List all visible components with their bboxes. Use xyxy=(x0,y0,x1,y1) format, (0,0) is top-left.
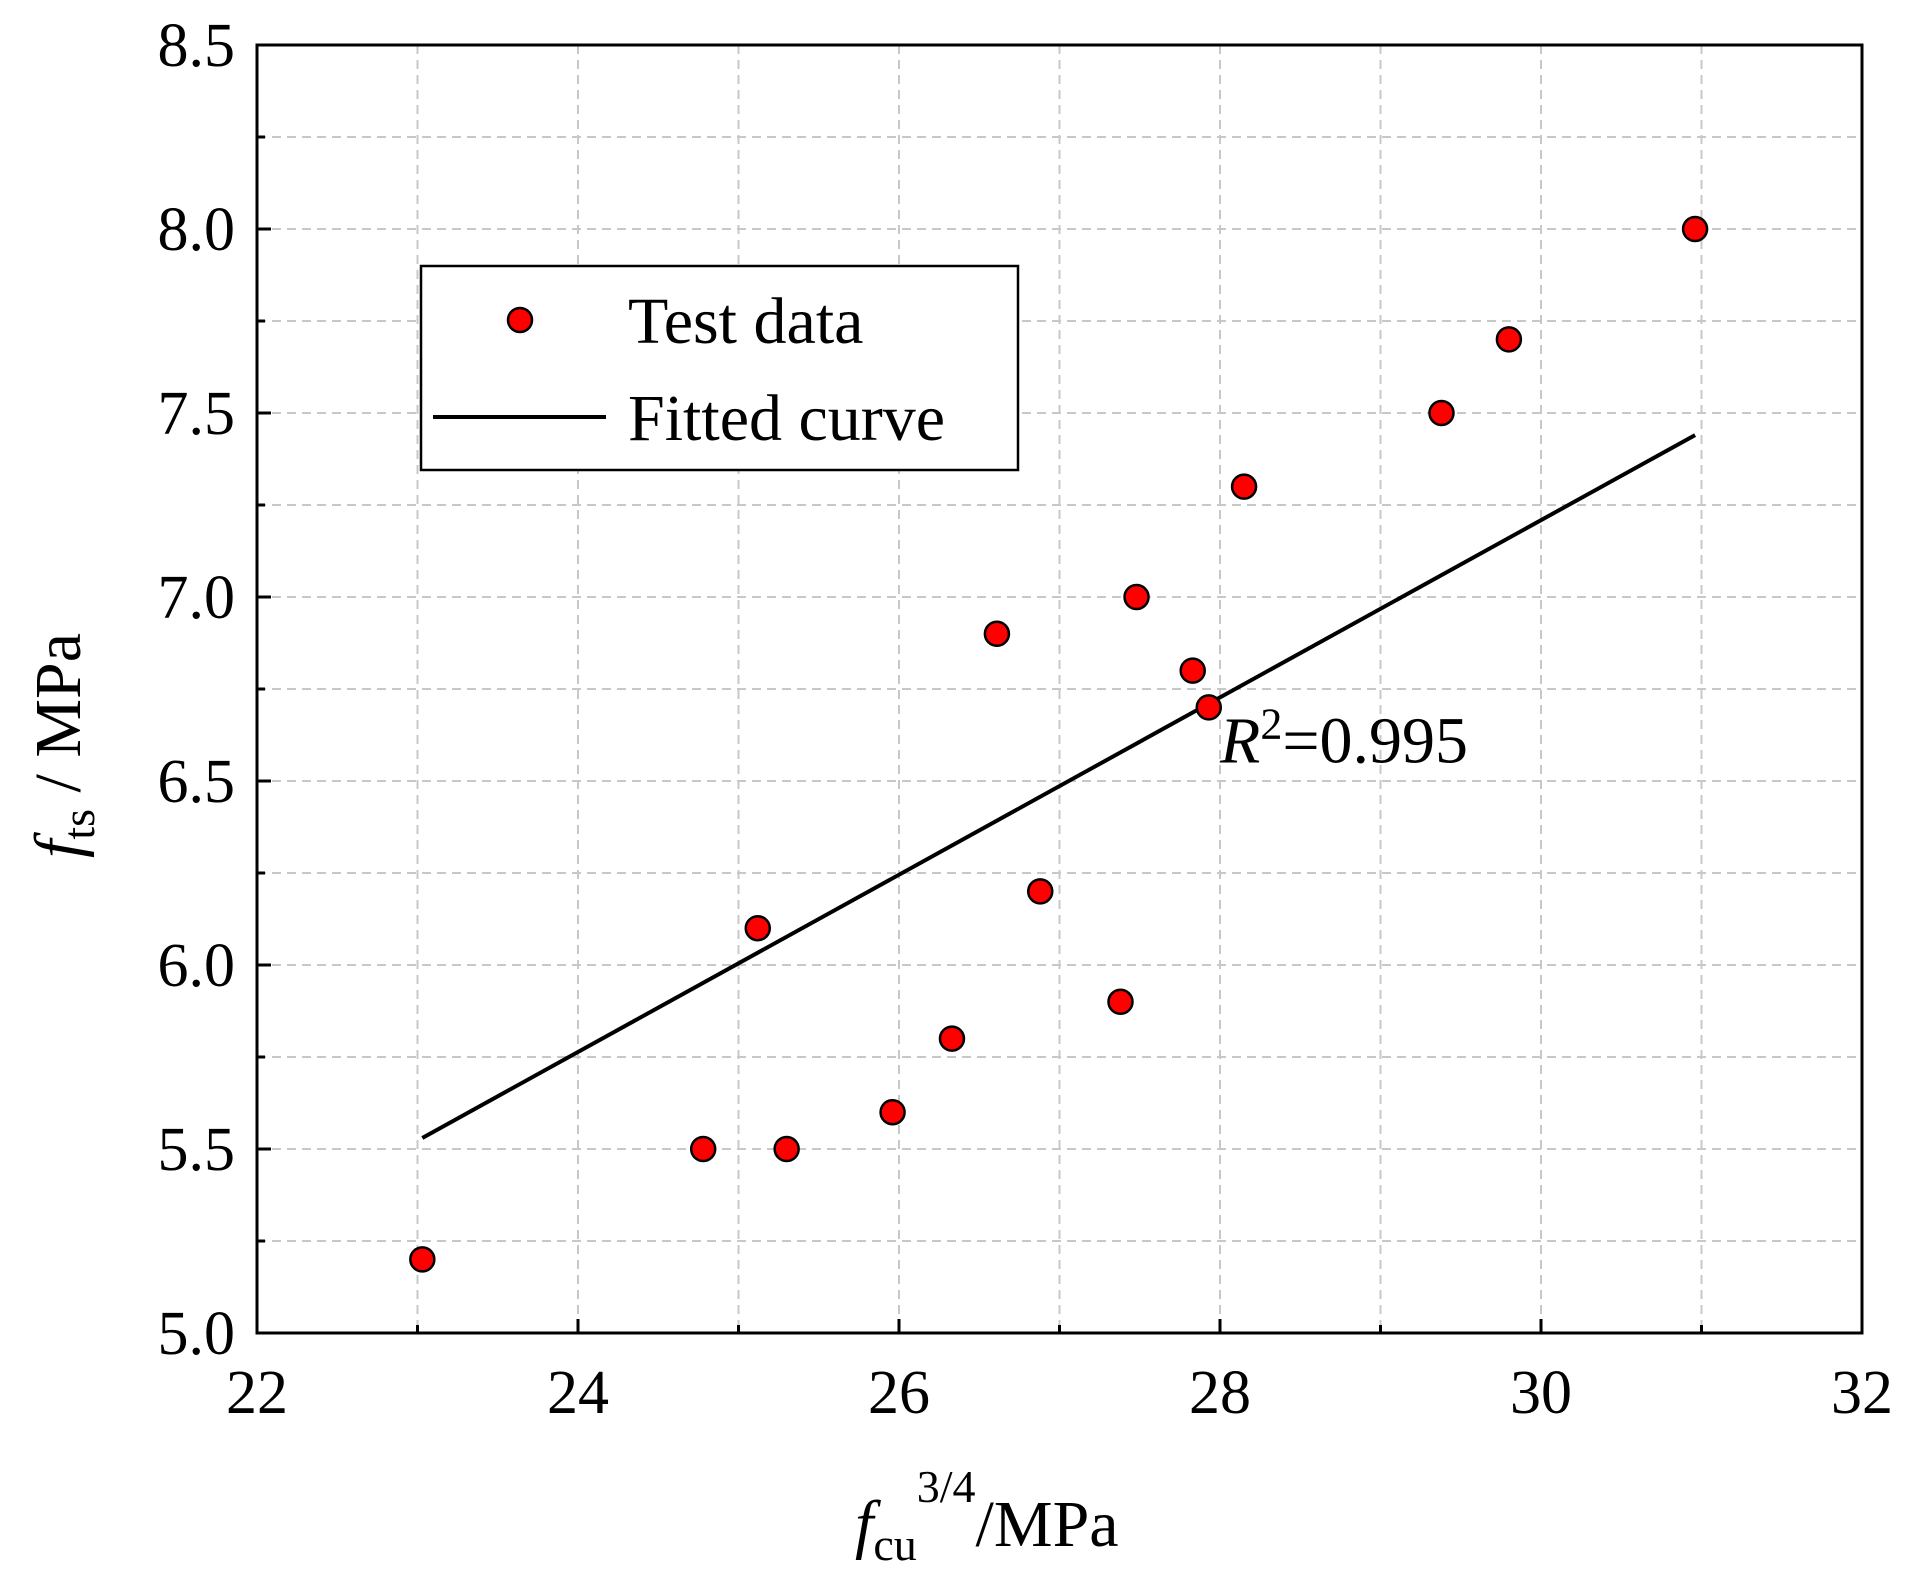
y-tick-label: 6.5 xyxy=(158,748,236,816)
y-tick-label: 7.0 xyxy=(158,564,236,632)
data-point xyxy=(409,1246,436,1273)
y-tick-label: 5.0 xyxy=(158,1300,236,1368)
legend-label-test-data: Test data xyxy=(628,285,863,358)
ticks-layer: 22 24 26 28 30 32 5.0 5.5 6.0 6.5 7.0 7.5 8.0 8.5 xyxy=(158,12,1894,1427)
data-point xyxy=(983,620,1011,648)
legend: Test data Fitted curve xyxy=(419,264,1020,472)
r-squared-value: =0.995 xyxy=(1282,705,1468,778)
data-point xyxy=(689,1135,717,1163)
y-tick-label: 8.5 xyxy=(158,12,236,80)
x-tick-label: 32 xyxy=(1831,1359,1893,1427)
data-point xyxy=(1681,215,1709,243)
y-axis-title: fts / MPa xyxy=(22,633,104,858)
grid-layer xyxy=(257,45,1862,1333)
y-tick-label: 5.5 xyxy=(158,1116,236,1184)
fitted-curve-line xyxy=(421,433,1697,1140)
x-tick-label: 28 xyxy=(1189,1359,1251,1427)
y-tick-label: 7.5 xyxy=(158,380,236,448)
x-tick-label: 24 xyxy=(547,1359,609,1427)
data-points-layer xyxy=(409,215,1709,1273)
x-tick-label: 30 xyxy=(1510,1359,1572,1427)
x-axis-title: fcu3/4/MPa xyxy=(855,1461,1119,1570)
y-tick-label: 6.0 xyxy=(158,932,236,1000)
data-point xyxy=(1495,326,1523,353)
r-squared-annotation: R2=0.995 xyxy=(1219,700,1468,778)
r-squared-exponent: 2 xyxy=(1260,700,1282,749)
y-tick-label: 8.0 xyxy=(158,196,236,264)
data-point xyxy=(1195,694,1223,721)
legend-box xyxy=(419,264,1020,472)
x-tick-label: 26 xyxy=(868,1359,930,1427)
fitted-curve-layer xyxy=(421,433,1697,1140)
legend-label-fitted-curve: Fitted curve xyxy=(628,382,945,455)
data-point xyxy=(1026,878,1054,905)
data-point xyxy=(938,1025,966,1052)
data-point xyxy=(1179,657,1206,684)
data-point xyxy=(1230,473,1258,500)
legend-marker-test-data xyxy=(506,306,534,334)
r-squared-symbol: R xyxy=(1219,705,1260,778)
data-point xyxy=(879,1098,906,1126)
data-point xyxy=(1428,399,1455,427)
data-point xyxy=(773,1135,800,1163)
data-point xyxy=(1123,583,1150,611)
data-point xyxy=(744,914,772,942)
x-tick-label: 22 xyxy=(226,1359,288,1427)
data-point xyxy=(1107,988,1134,1016)
